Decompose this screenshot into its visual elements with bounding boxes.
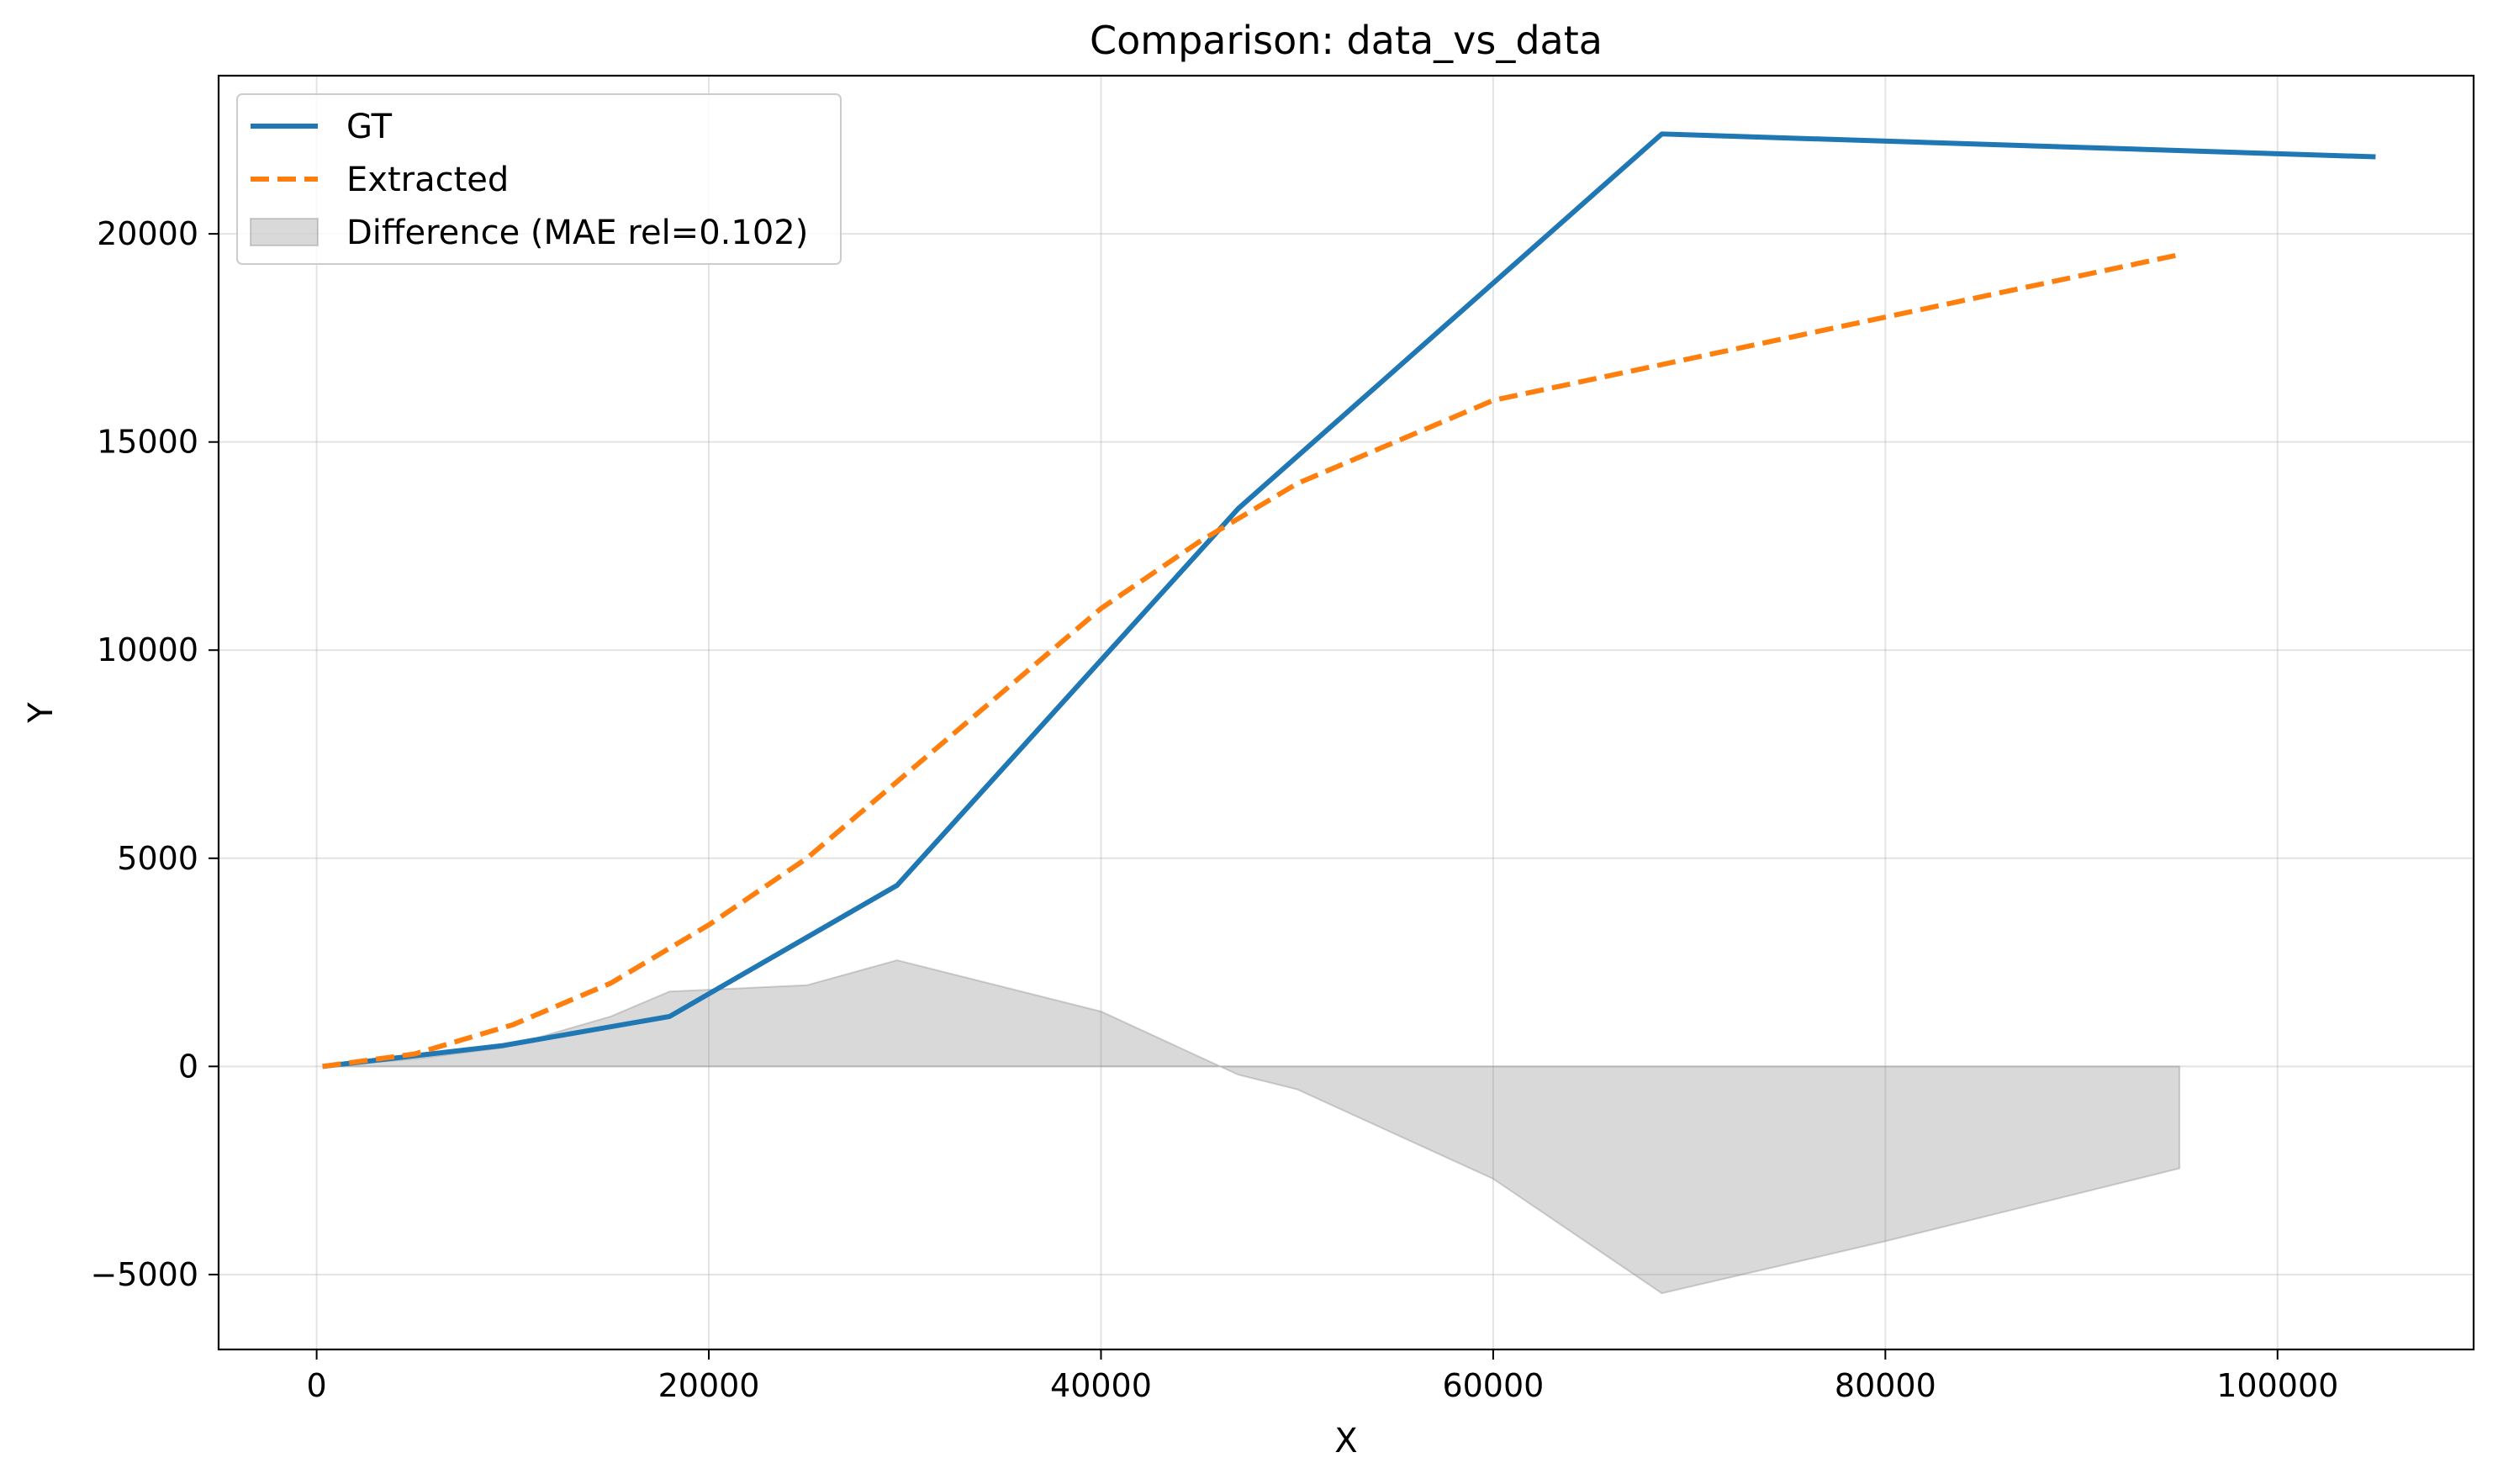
x-tick-label: 100000 (2216, 1367, 2338, 1404)
legend-label-gt: GT (346, 108, 393, 146)
x-tick-label: 0 (307, 1367, 327, 1404)
plot-frame (217, 74, 2475, 1351)
legend-label-difference: Difference (MAE rel=0.102) (346, 214, 808, 252)
line-layer (322, 131, 2376, 1069)
chart-title: Comparison: data_vs_data (1090, 18, 1603, 63)
legend-swatch-difference (250, 218, 319, 246)
y-tick-label: 15000 (97, 424, 198, 461)
gt-series-line (322, 131, 2376, 1069)
legend: GT Extracted Difference (MAE rel=0.102) (236, 93, 842, 265)
legend-label-extracted: Extracted (346, 161, 509, 199)
x-axis-title: X (1334, 1422, 1357, 1460)
legend-box (236, 93, 842, 265)
x-tick-label: 60000 (1442, 1367, 1544, 1404)
x-tick-label: 20000 (658, 1367, 760, 1404)
y-axis-title: Y (22, 702, 61, 724)
y-tick-label: −5000 (90, 1256, 198, 1293)
y-tick-label: 10000 (97, 631, 198, 668)
tick-layer: 0 20000 40000 60000 80000 100000 −5000 0 5000 100… (90, 215, 2338, 1404)
grid-layer (219, 76, 2474, 1349)
y-tick-label: 5000 (117, 840, 198, 877)
x-tick-label: 80000 (1835, 1367, 1936, 1404)
difference-area (322, 959, 2181, 1295)
y-tick-label: 20000 (97, 215, 198, 252)
fill-layer (322, 959, 2181, 1295)
x-tick-label: 40000 (1050, 1367, 1152, 1404)
extracted-series-line (322, 251, 2180, 1069)
y-tick-label: 0 (178, 1048, 198, 1085)
